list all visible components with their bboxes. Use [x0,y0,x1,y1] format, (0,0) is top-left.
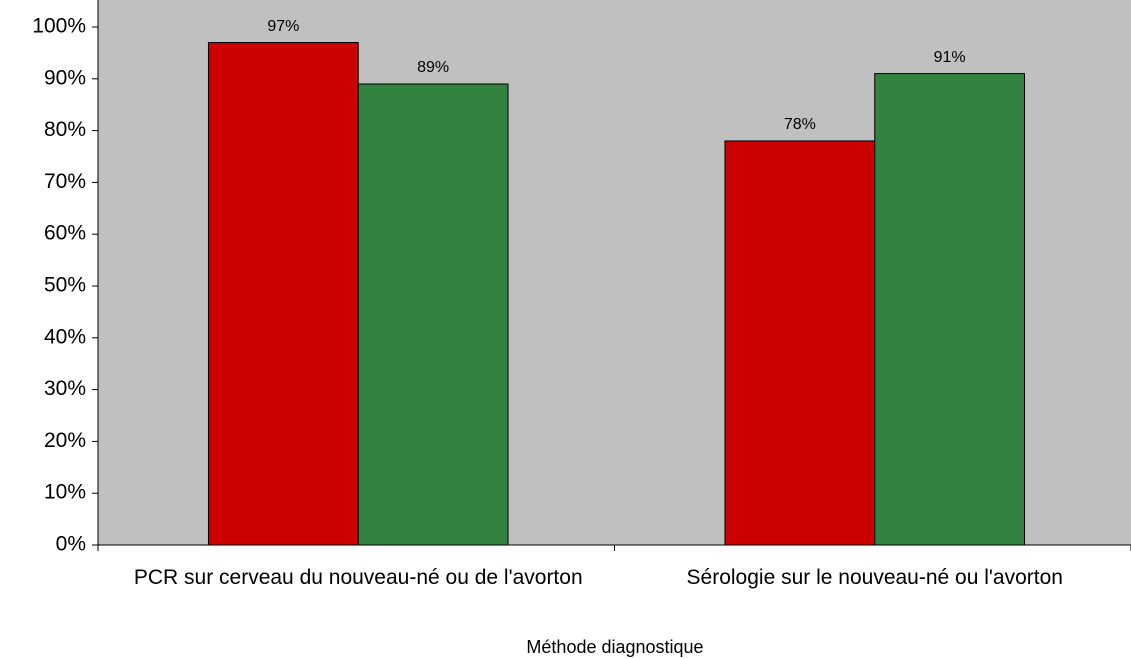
y-tick-label: 40% [44,325,86,348]
y-tick-label: 60% [44,222,86,245]
x-tick-label: PCR sur cerveau du nouveau-né ou de l'av… [133,566,583,589]
y-tick-label: 80% [44,118,86,141]
y-tick-label: 50% [44,274,86,297]
data-label: 97% [267,18,299,35]
y-tick-label: 100% [32,15,86,38]
y-tick-label: 70% [44,170,86,193]
data-label: 89% [417,59,449,76]
y-tick-label: 20% [44,429,86,452]
x-tick-label: Sérologie sur le nouveau-né ou l'avorton [686,566,1063,589]
bar [207,42,359,546]
bar [357,83,509,546]
y-tick-label: 10% [44,481,86,504]
data-label: 78% [784,116,816,133]
y-tick-label: 30% [44,377,86,400]
data-label: 91% [934,49,966,66]
x-axis-label: Méthode diagnostique [526,637,703,657]
y-tick-label: 0% [56,533,86,556]
bar [724,140,876,546]
y-tick-label: 90% [44,66,86,89]
bar [874,73,1026,546]
